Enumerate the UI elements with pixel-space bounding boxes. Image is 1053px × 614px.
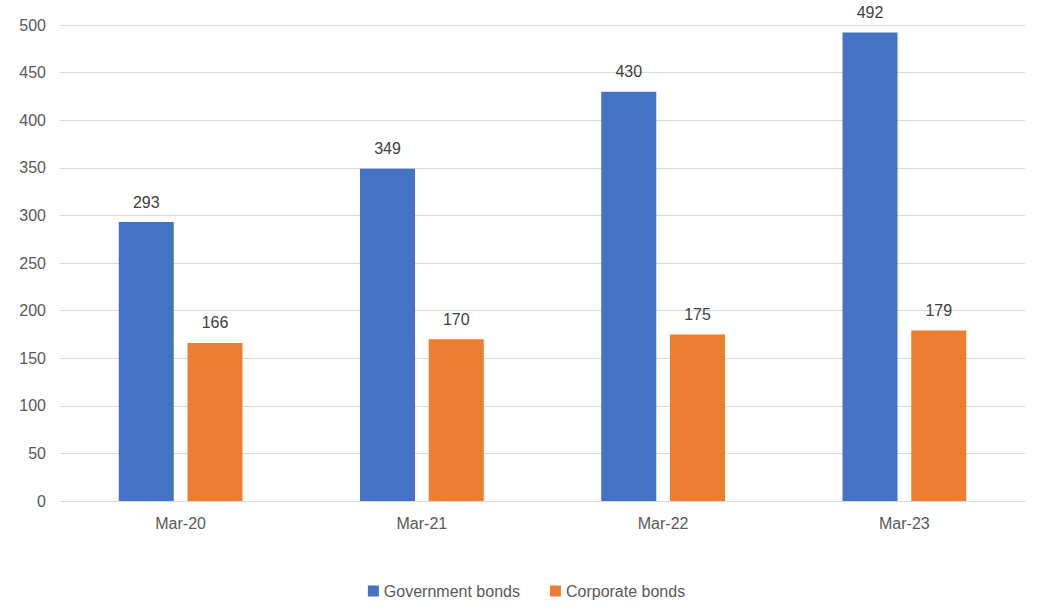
svg-text:500: 500 — [19, 17, 46, 34]
svg-text:175: 175 — [684, 306, 711, 323]
svg-text:0: 0 — [37, 493, 46, 510]
svg-text:349: 349 — [374, 140, 401, 157]
svg-text:450: 450 — [19, 64, 46, 81]
svg-text:250: 250 — [19, 255, 46, 272]
svg-text:Mar-23: Mar-23 — [879, 515, 930, 532]
svg-text:430: 430 — [615, 63, 642, 80]
svg-text:166: 166 — [202, 314, 229, 331]
svg-text:50: 50 — [28, 445, 46, 462]
svg-text:150: 150 — [19, 350, 46, 367]
svg-text:Corporate bonds: Corporate bonds — [566, 583, 685, 600]
svg-text:200: 200 — [19, 302, 46, 319]
svg-text:492: 492 — [857, 4, 884, 21]
svg-text:400: 400 — [19, 112, 46, 129]
svg-text:Government bonds: Government bonds — [384, 583, 520, 600]
svg-text:100: 100 — [19, 397, 46, 414]
svg-text:350: 350 — [19, 159, 46, 176]
svg-text:293: 293 — [133, 194, 160, 211]
svg-text:Mar-20: Mar-20 — [155, 515, 206, 532]
svg-text:179: 179 — [925, 302, 952, 319]
svg-text:Mar-21: Mar-21 — [397, 515, 448, 532]
svg-text:300: 300 — [19, 207, 46, 224]
svg-text:Mar-22: Mar-22 — [638, 515, 689, 532]
svg-text:170: 170 — [443, 311, 470, 328]
